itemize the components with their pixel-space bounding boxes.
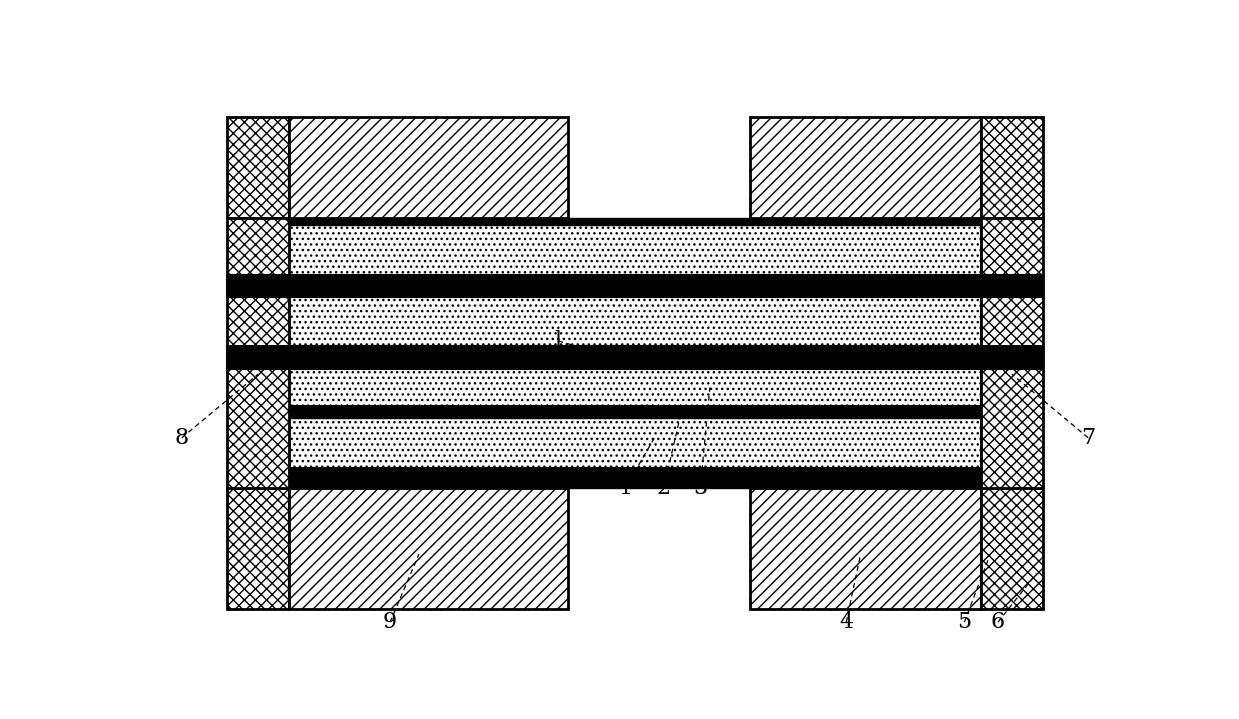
Bar [227,218,290,487]
Bar [751,487,981,610]
Bar [227,116,290,218]
Bar [290,487,567,610]
Bar [290,218,981,225]
Bar [290,369,981,406]
Bar [290,225,981,275]
Text: 2: 2 [657,477,670,499]
Bar [981,116,1043,218]
Bar [290,406,981,418]
Bar [290,468,981,487]
Text: 6: 6 [991,611,1005,633]
Bar [227,347,1043,369]
Text: 7: 7 [1082,427,1095,449]
Bar [981,218,1043,487]
Text: 8: 8 [175,427,188,449]
Bar [227,487,290,610]
Text: l: l [555,330,561,352]
Bar [290,297,981,347]
Bar [290,418,981,468]
Bar [751,116,981,218]
Text: 4: 4 [839,611,854,633]
Text: 3: 3 [693,477,707,499]
Text: 5: 5 [958,611,971,633]
Bar [227,275,1043,297]
Bar [290,116,567,218]
Bar [981,487,1043,610]
Text: 1: 1 [618,477,632,499]
Text: 9: 9 [383,611,398,633]
